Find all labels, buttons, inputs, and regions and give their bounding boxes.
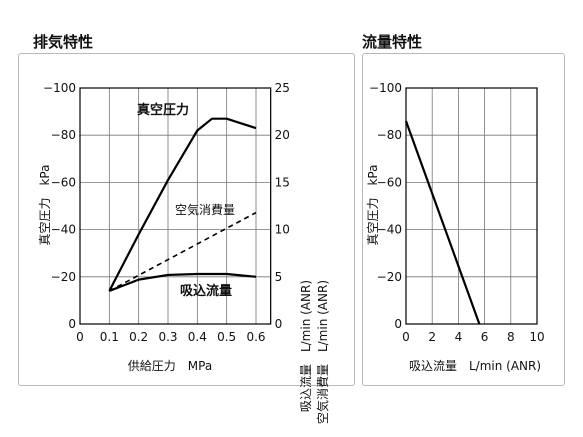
y-tick-label-right: 20 — [275, 128, 290, 142]
x-tick-label-right: 4 — [455, 330, 463, 344]
x-tick-label: 0.3 — [158, 330, 177, 344]
y-tick-label-left: −40 — [51, 223, 76, 237]
exhaust-characteristics-title: 排気特性 — [33, 33, 94, 51]
flow-characteristics-title: 流量特性 — [362, 33, 423, 51]
plot-area-border — [79, 87, 272, 325]
y-tick-label-left: −80 — [51, 128, 76, 142]
y-tick-label-left: −60 — [51, 175, 76, 189]
x-tick-label-right: 10 — [529, 330, 544, 344]
y-tick-label-right: 5 — [275, 270, 283, 284]
series-label-air-consumption: 空気消費量 — [175, 202, 235, 217]
series-line-0 — [108, 117, 257, 292]
y-tick-label-right: 15 — [275, 175, 290, 189]
x-tick-label: 0 — [76, 330, 84, 344]
x-tick-label: 0.2 — [129, 330, 148, 344]
y-tick-label-left: −20 — [51, 270, 76, 284]
y-axis-label-right-1: 吸込流量 L/min (ANR) — [299, 280, 313, 412]
series-label-vacuum: 真空圧力 — [137, 102, 189, 118]
x-tick-label: 0.5 — [217, 330, 236, 344]
x-tick-label-right: 6 — [481, 330, 489, 344]
y-tick-label-right: 0 — [275, 317, 283, 331]
x-axis-label-right: 吸込流量 L/min (ANR) — [409, 359, 541, 373]
y-tick-label-right-chart: −80 — [377, 128, 402, 142]
y-tick-label-right-chart: −100 — [369, 81, 402, 95]
y-tick-label-right-chart: −40 — [377, 223, 402, 237]
x-tick-label-right: 2 — [428, 330, 436, 344]
flow-chart-panel — [362, 53, 565, 386]
y-tick-label-right-chart: −60 — [377, 175, 402, 189]
x-tick-label: 0.1 — [100, 330, 119, 344]
x-axis-label: 供給圧力 MPa — [128, 359, 212, 373]
x-tick-label: 0.4 — [188, 330, 207, 344]
series-label-suction-flow: 吸込流量 — [180, 283, 232, 299]
y-tick-label-right: 10 — [275, 223, 290, 237]
x-tick-label-right: 8 — [507, 330, 515, 344]
y-tick-label-right-chart: 0 — [394, 317, 402, 331]
y-axis-label-left: 真空圧力 kPa — [38, 164, 52, 245]
plot-area-border-right — [405, 87, 538, 325]
series-line-1 — [108, 211, 257, 292]
x-tick-label-right: 0 — [402, 330, 410, 344]
series-line-2 — [108, 272, 257, 292]
y-tick-label-left: 0 — [68, 317, 76, 331]
y-axis-label-right-chart: 真空圧力 kPa — [366, 164, 380, 245]
y-tick-label-right: 25 — [275, 81, 290, 95]
y-axis-label-right-2: 空気消費量 L/min (ANR) — [315, 280, 330, 424]
y-tick-label-left: −100 — [43, 81, 76, 95]
exhaust-chart-panel — [18, 53, 355, 386]
y-tick-label-right-chart: −20 — [377, 270, 402, 284]
x-tick-label: 0.6 — [246, 330, 265, 344]
flow-series-line-0 — [404, 120, 481, 325]
